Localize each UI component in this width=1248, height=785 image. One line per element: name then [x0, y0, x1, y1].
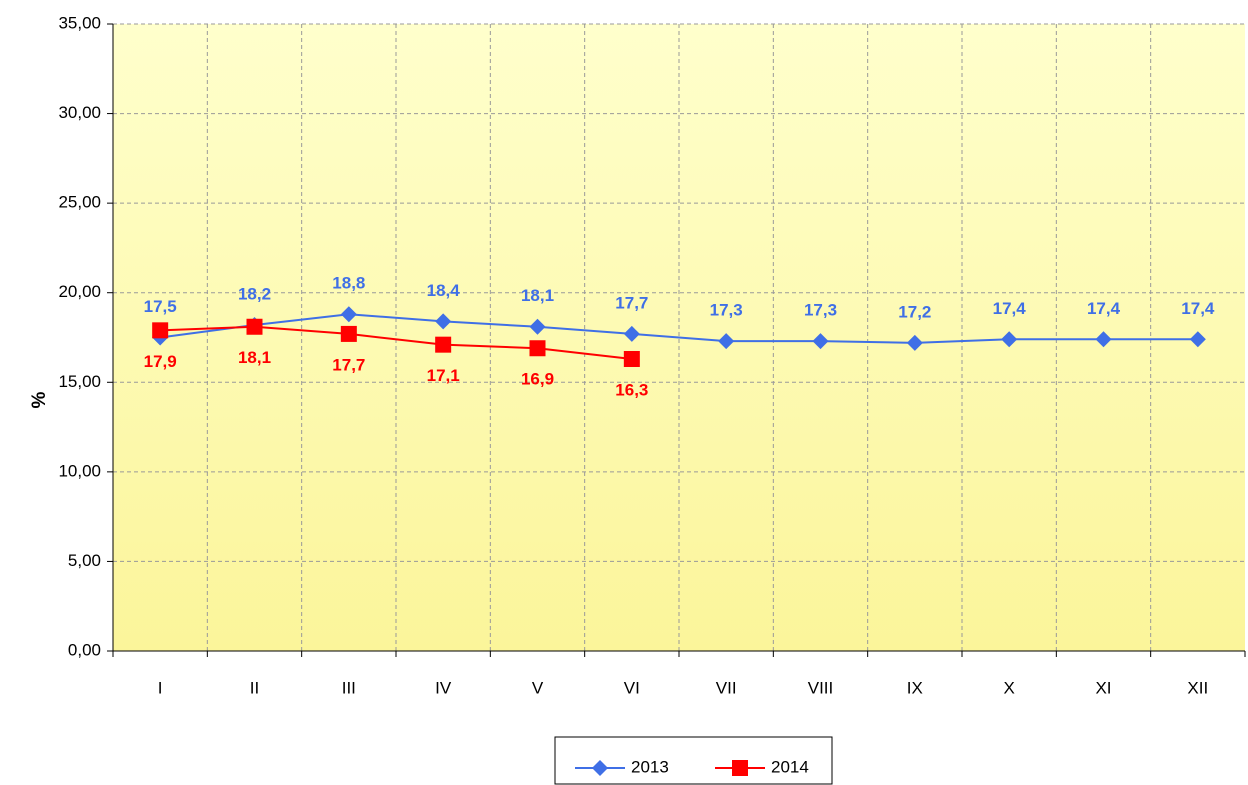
x-tick-label: X: [1003, 678, 1014, 697]
series-line: [160, 325, 632, 360]
x-tick-label: III: [342, 678, 356, 697]
x-tick-label: V: [532, 678, 544, 697]
y-tick-label: 25,00: [58, 193, 101, 212]
data-label: 17,7: [615, 293, 648, 312]
data-point: [246, 318, 263, 335]
y-tick-label: 10,00: [58, 461, 101, 480]
data-label: 17,2: [898, 302, 931, 321]
y-tick-label: 0,00: [68, 640, 101, 659]
legend-marker: [732, 760, 748, 776]
y-tick-label: 30,00: [58, 103, 101, 122]
y-tick-label: 35,00: [58, 13, 101, 32]
data-label: 17,3: [804, 301, 837, 320]
legend-label: 2013: [631, 757, 669, 776]
legend-marker: [592, 760, 608, 776]
data-point: [906, 334, 923, 351]
data-point: [340, 306, 357, 323]
data-label: 17,1: [427, 366, 460, 385]
x-tick-label: VII: [716, 678, 737, 697]
data-label: 18,8: [332, 274, 365, 293]
y-tick-label: 20,00: [58, 282, 101, 301]
data-point: [152, 322, 169, 339]
x-tick-label: VIII: [808, 678, 834, 697]
x-tick-label: XI: [1095, 678, 1111, 697]
data-label: 17,4: [993, 299, 1027, 318]
legend-label: 2014: [771, 757, 809, 776]
data-label: 16,9: [521, 370, 554, 389]
data-point: [1001, 331, 1018, 348]
x-tick-label: VI: [624, 678, 640, 697]
data-point: [718, 333, 735, 350]
data-label: 16,3: [615, 380, 648, 399]
data-label: 18,2: [238, 284, 271, 303]
x-tick-label: I: [158, 678, 163, 697]
data-point: [623, 325, 640, 342]
data-label: 17,4: [1181, 299, 1215, 318]
data-point: [623, 350, 640, 367]
data-point: [529, 340, 546, 357]
data-point: [529, 318, 546, 335]
x-tick-label: II: [250, 678, 259, 697]
y-tick-label: 15,00: [58, 372, 101, 391]
data-label: 17,9: [144, 352, 177, 371]
data-point: [812, 333, 829, 350]
data-point: [435, 336, 452, 353]
data-label: 17,3: [710, 301, 743, 320]
data-point: [1189, 331, 1206, 348]
x-tick-label: IX: [907, 678, 923, 697]
data-label: 18,1: [238, 348, 271, 367]
y-axis-label: %: [29, 391, 50, 408]
y-tick-label: 5,00: [68, 551, 101, 570]
x-tick-label: XII: [1187, 678, 1208, 697]
data-label: 18,1: [521, 286, 554, 305]
x-tick-label: IV: [435, 678, 452, 697]
data-label: 17,7: [332, 355, 365, 374]
data-point: [1095, 331, 1112, 348]
series-line: [160, 313, 1198, 344]
legend: [554, 736, 833, 785]
data-point: [340, 325, 357, 342]
data-label: 17,5: [144, 297, 177, 316]
data-label: 18,4: [427, 281, 461, 300]
data-point: [435, 313, 452, 330]
data-label: 17,4: [1087, 299, 1121, 318]
